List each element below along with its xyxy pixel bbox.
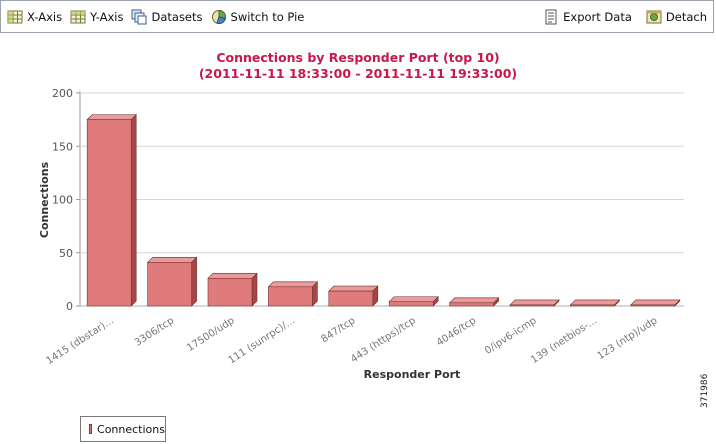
y-tick-label: 100 [52,194,73,207]
y-tick-label: 150 [52,140,73,153]
bar-top [630,299,681,306]
bar-top [146,257,198,263]
legend-swatch [89,424,93,434]
detach-window-icon [646,10,662,23]
switch-to-pie-label: Switch to Pie [230,9,305,24]
table-grid-icon [7,10,23,23]
switch-to-pie-button[interactable]: Switch to Pie [207,5,309,29]
bar-top [328,285,379,292]
bar [86,119,132,307]
bar-side [130,113,137,307]
bar [328,290,374,307]
x-tick-label: 443 (https)/tcp [349,315,418,365]
bar [268,286,313,307]
bar-top [388,296,439,303]
bar-top [207,273,258,279]
y-tick-label: 200 [52,87,73,100]
bar [388,301,434,307]
x-tick-label: 3306/tcp [133,315,176,349]
bar-top [569,299,621,306]
datasets-button[interactable]: Datasets [127,5,206,29]
x-axis-title: Responder Port [364,368,461,381]
x-tick-label: 111 (sunrpc)/... [227,315,297,366]
x-tick-label: 123 (ntp)/udp [596,315,660,362]
y-tick-label: 0 [66,300,73,313]
chart-legend: Connections [80,416,166,442]
bar [570,304,615,307]
bar-top [86,114,137,120]
pie-chart-icon [211,9,226,24]
bar-side [251,272,258,307]
chart-title: Connections by Responder Port (top 10) [216,50,500,65]
bar [147,262,192,307]
x-axis-label: X-Axis [27,9,63,24]
bar [207,278,253,307]
x-tick-label: 139 (netbios-... [529,315,599,366]
bar [630,304,676,307]
x-tick-label: 847/tcp [319,315,357,345]
x-tick-label: 4046/tcp [435,315,478,349]
chart-subtitle: (2011-11-11 18:33:00 - 2011-11-11 19:33:… [198,66,518,81]
datasets-icon [131,9,147,24]
x-tick-label: 17500/udp [185,315,236,354]
y-axis-label: Y-Axis [90,9,124,24]
chart-toolbar: X-Axis Y-Axis Datasets [0,0,714,33]
export-data-button[interactable]: Export Data [539,5,636,29]
export-data-label: Export Data [563,9,632,24]
bar-top [267,281,319,288]
bar-side [191,256,197,307]
x-axis-button[interactable]: X-Axis [3,5,66,29]
detach-button[interactable]: Detach [642,5,711,29]
export-document-icon [545,9,557,24]
bar [509,304,555,307]
table-grid-icon [70,10,86,23]
detach-label: Detach [665,9,707,24]
figure-id: 371986 [700,373,710,408]
y-axis-button[interactable]: Y-Axis [66,5,127,29]
bar-top [448,297,500,304]
y-axis-title: Connections [38,161,51,238]
x-tick-label: 1415 (dbstar)... [44,315,115,367]
datasets-label: Datasets [151,9,203,24]
toolbar-right-group: Export Data Detach [533,5,711,29]
toolbar-left-group: X-Axis Y-Axis Datasets [3,5,308,29]
legend-label: Connections [97,422,165,436]
y-tick-label: 50 [59,247,73,260]
bar-top [509,299,560,306]
x-tick-label: 0/ipv6-icmp [483,315,539,356]
bar [449,302,494,307]
